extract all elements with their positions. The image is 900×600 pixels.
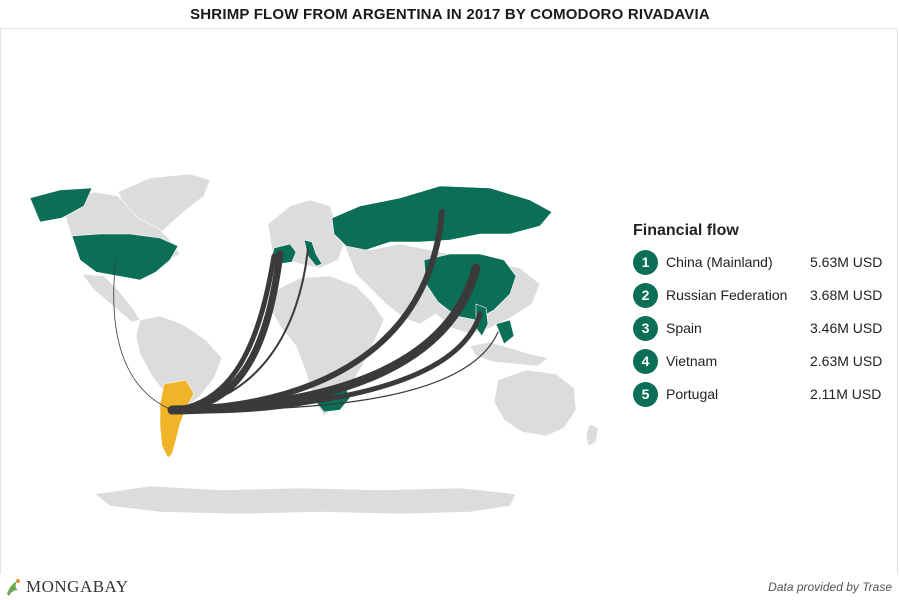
flow-lines: [113, 209, 499, 415]
rank-badge: 5: [633, 382, 658, 407]
map-frame: [0, 28, 898, 574]
flow-line-portugal: [169, 253, 277, 413]
financial-flow-legend: Financial flow 1 China (Mainland) 5.63M …: [633, 222, 893, 415]
new-zealand: [585, 423, 599, 447]
legend-title: Financial flow: [633, 222, 739, 239]
flow-line-italy: [171, 247, 309, 411]
country-name: Russian Federation: [666, 287, 788, 303]
flow-value: 3.68M USD: [810, 287, 883, 303]
country-argentina: [159, 379, 195, 459]
flow-line-south-africa: [169, 393, 333, 414]
flow-value: 2.63M USD: [810, 353, 883, 369]
antarctica: [94, 485, 517, 515]
flow-value: 5.63M USD: [810, 254, 883, 270]
country-name: Portugal: [666, 386, 719, 402]
mexico: [81, 273, 141, 323]
legend-item: 2 Russian Federation 3.68M USD: [633, 283, 893, 316]
mongabay-logo[interactable]: MONGABAY: [3, 576, 129, 598]
frog-logo-icon: [7, 579, 20, 596]
legend-item: 5 Portugal 2.11M USD: [633, 382, 893, 415]
country-name: China (Mainland): [666, 254, 773, 270]
rank-badge: 4: [633, 349, 658, 374]
rank-badge: 2: [633, 283, 658, 308]
flow-value: 3.46M USD: [810, 320, 883, 336]
australia: [493, 369, 577, 437]
rank-badge: 3: [633, 316, 658, 341]
flow-value: 2.11M USD: [810, 386, 882, 402]
country-usa: [29, 187, 93, 223]
rank-badge: 1: [633, 250, 658, 275]
country-name: Vietnam: [666, 353, 718, 369]
brand-name: MONGABAY: [26, 577, 129, 596]
indonesia: [469, 341, 549, 367]
map-title: SHRIMP FLOW FROM ARGENTINA IN 2017 BY CO…: [190, 6, 710, 23]
legend-item: 4 Vietnam 2.63M USD: [633, 349, 893, 382]
country-philippines: [495, 319, 515, 345]
country-usa-mainland: [71, 233, 179, 281]
south-america: [135, 315, 223, 411]
data-credit: Data provided by Trase: [768, 580, 892, 594]
legend-item: 1 China (Mainland) 5.63M USD: [633, 250, 893, 283]
world-map: [29, 173, 599, 515]
country-name: Spain: [666, 320, 702, 336]
legend-item: 3 Spain 3.46M USD: [633, 316, 893, 349]
flow-line-usa: [113, 257, 173, 411]
